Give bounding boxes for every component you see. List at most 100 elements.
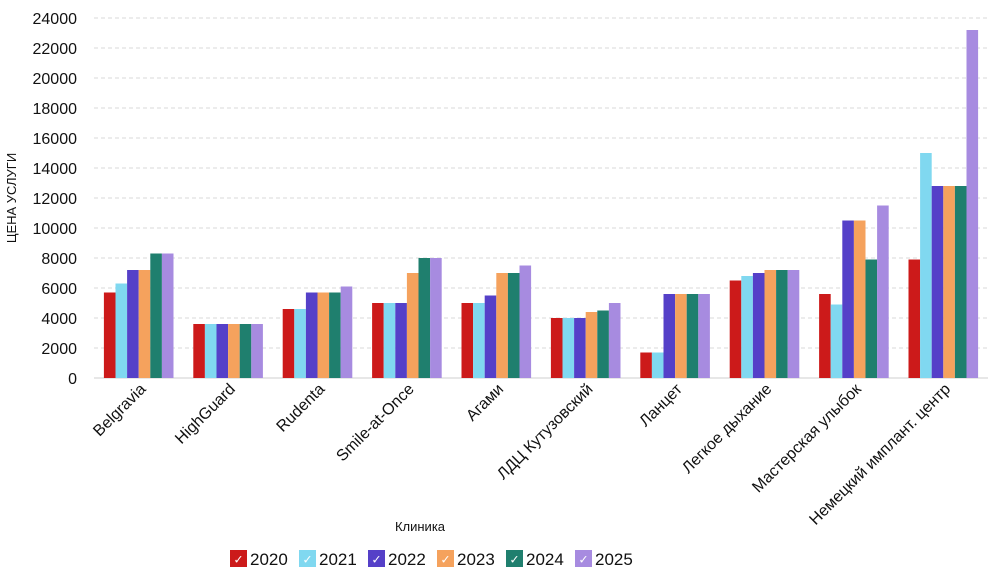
legend-item-2023[interactable]: ✓ 2023 bbox=[437, 550, 495, 569]
bar-2025-5 bbox=[608, 303, 621, 378]
legend-label: 2023 bbox=[457, 550, 495, 569]
bar-2020-4 bbox=[461, 303, 474, 378]
y-tick-label: 4000 bbox=[41, 311, 77, 328]
bar-2023-7 bbox=[764, 270, 777, 378]
x-category-label: ЛДЦ Кутузовский bbox=[494, 381, 596, 483]
bar-2022-1 bbox=[216, 324, 229, 378]
bar-2021-3 bbox=[383, 303, 396, 378]
legend-item-2024[interactable]: ✓ 2024 bbox=[506, 550, 564, 569]
bar-2020-2 bbox=[282, 309, 295, 378]
bar-2025-2 bbox=[340, 286, 353, 378]
bar-2023-3 bbox=[406, 273, 419, 378]
bar-2020-7 bbox=[729, 280, 742, 378]
bar-2022-8 bbox=[842, 220, 854, 378]
bar-2024-6 bbox=[686, 294, 699, 378]
bar-2020-8 bbox=[819, 294, 831, 378]
bar-2020-3 bbox=[372, 303, 384, 378]
y-tick-label: 16000 bbox=[33, 131, 78, 148]
bar-2023-4 bbox=[496, 273, 508, 378]
y-axis-ticks: 0 2000 4000 6000 8000 10000 12000 14000 16000 180… bbox=[33, 11, 78, 388]
bar-2021-2 bbox=[294, 309, 306, 378]
bar-2023-1 bbox=[228, 324, 240, 378]
y-tick-label: 6000 bbox=[41, 281, 77, 298]
legend-item-2025[interactable]: ✓ 2025 bbox=[575, 550, 633, 569]
bar-2022-0 bbox=[127, 270, 139, 378]
y-tick-label: 10000 bbox=[33, 221, 78, 238]
bar-2021-4 bbox=[473, 303, 485, 378]
bar-2021-5 bbox=[562, 318, 575, 378]
bar-2021-0 bbox=[115, 283, 128, 378]
legend-label: 2024 bbox=[526, 550, 564, 569]
y-tick-label: 20000 bbox=[33, 71, 78, 88]
bar-2024-2 bbox=[329, 292, 341, 378]
bar-2020-5 bbox=[550, 318, 563, 378]
legend-swatch bbox=[368, 550, 385, 567]
y-tick-label: 14000 bbox=[33, 161, 78, 178]
bar-2025-7 bbox=[787, 270, 800, 378]
legend-label: 2025 bbox=[595, 550, 633, 569]
legend-item-2020[interactable]: ✓ 2020 bbox=[230, 550, 288, 569]
legend-label: 2022 bbox=[388, 550, 426, 569]
y-tick-label: 22000 bbox=[33, 41, 78, 58]
x-category-label: Ланцет bbox=[636, 380, 686, 430]
bars bbox=[103, 30, 979, 378]
y-axis-title: ЦЕНА УСЛУГИ bbox=[4, 153, 19, 243]
legend-swatch bbox=[299, 550, 316, 567]
bar-2020-1 bbox=[193, 324, 205, 378]
x-axis-category-labels: Belgravia HighGuard Rudenta Smile-at-Once Аг… bbox=[90, 380, 954, 528]
bar-2021-1 bbox=[204, 324, 217, 378]
x-category-label: Belgravia bbox=[90, 381, 149, 440]
bar-2022-7 bbox=[752, 273, 765, 378]
bar-2024-5 bbox=[597, 310, 609, 378]
bar-2025-1 bbox=[251, 324, 263, 378]
bar-2021-9 bbox=[920, 153, 932, 378]
x-axis-title: Клиника bbox=[395, 519, 446, 534]
check-icon: ✓ bbox=[302, 553, 312, 567]
bar-2023-9 bbox=[943, 186, 955, 378]
bar-2024-1 bbox=[239, 324, 252, 378]
check-icon: ✓ bbox=[578, 553, 588, 567]
bar-2025-4 bbox=[519, 265, 532, 378]
bar-2023-0 bbox=[138, 270, 151, 378]
bar-2024-4 bbox=[507, 273, 520, 378]
bar-2021-8 bbox=[830, 304, 843, 378]
legend-swatch bbox=[230, 550, 247, 567]
x-category-label: Smile-at-Once bbox=[333, 381, 417, 465]
y-tick-label: 2000 bbox=[41, 341, 77, 358]
bar-2025-0 bbox=[161, 253, 174, 378]
bar-2022-3 bbox=[395, 303, 407, 378]
bar-2024-7 bbox=[776, 270, 788, 378]
check-icon: ✓ bbox=[509, 553, 519, 567]
bar-2020-6 bbox=[640, 352, 652, 378]
y-tick-label: 8000 bbox=[41, 251, 77, 268]
legend-label: 2020 bbox=[250, 550, 288, 569]
y-tick-label: 18000 bbox=[33, 101, 78, 118]
bar-2021-6 bbox=[651, 352, 664, 378]
check-icon: ✓ bbox=[233, 553, 243, 567]
y-tick-label: 12000 bbox=[33, 191, 78, 208]
bar-2020-9 bbox=[908, 259, 921, 378]
bar-2022-9 bbox=[931, 186, 944, 378]
x-category-label: Агами bbox=[463, 381, 507, 425]
bar-2020-0 bbox=[103, 292, 116, 378]
bar-2025-9 bbox=[966, 30, 979, 378]
bar-2023-5 bbox=[585, 312, 598, 378]
legend-item-2021[interactable]: ✓ 2021 bbox=[299, 550, 357, 569]
bar-2023-8 bbox=[853, 220, 866, 378]
bar-2022-4 bbox=[484, 295, 497, 378]
bar-2022-5 bbox=[574, 318, 586, 378]
legend-item-2022[interactable]: ✓ 2022 bbox=[368, 550, 426, 569]
legend-swatch bbox=[437, 550, 454, 567]
bar-2024-8 bbox=[865, 259, 878, 378]
x-category-label: Rudenta bbox=[274, 381, 329, 436]
legend-swatch bbox=[506, 550, 523, 567]
y-tick-label: 24000 bbox=[33, 11, 78, 28]
bar-2022-2 bbox=[305, 292, 318, 378]
legend-label: 2021 bbox=[319, 550, 357, 569]
legend: ✓ 2020 ✓ 2021 ✓ 2022 ✓ 2023 ✓ 2024 ✓ 2025 bbox=[230, 550, 633, 569]
bar-2023-2 bbox=[317, 292, 330, 378]
x-category-label: Немецкий имплант. центр bbox=[806, 381, 954, 529]
check-icon: ✓ bbox=[440, 553, 450, 567]
check-icon: ✓ bbox=[371, 553, 381, 567]
